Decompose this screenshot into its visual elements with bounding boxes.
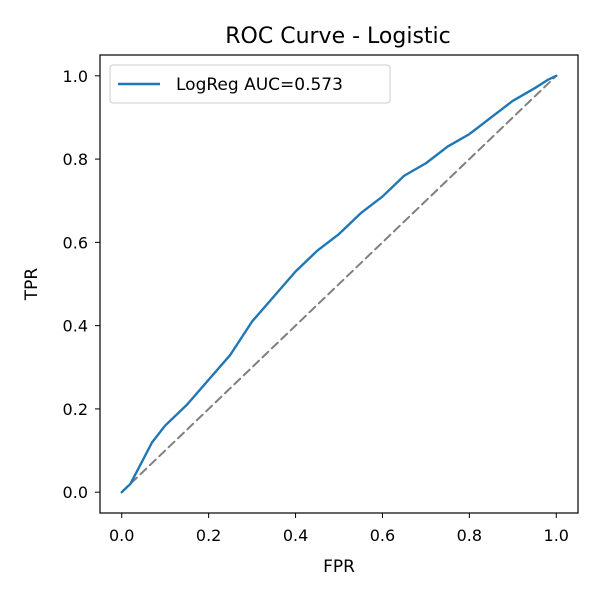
y-tick-label: 0.4 <box>63 317 88 336</box>
legend: LogReg AUC=0.573 <box>109 64 391 104</box>
y-tick-label: 0.6 <box>63 233 88 252</box>
y-tick-label: 0.2 <box>63 400 88 419</box>
chart-title: ROC Curve - Logistic <box>225 24 451 49</box>
x-tick-label: 0.8 <box>457 526 482 545</box>
y-ticks: 0.0 0.2 0.4 0.6 0.8 1.0 <box>63 67 100 502</box>
roc-curve-line <box>120 74 558 494</box>
x-axis-label: FPR <box>323 557 355 577</box>
x-tick-label: 0.6 <box>370 526 395 545</box>
legend-label: LogReg AUC=0.573 <box>176 75 343 95</box>
x-ticks: 0.0 0.2 0.4 0.6 0.8 1.0 <box>109 513 569 545</box>
x-tick-label: 0.0 <box>109 526 134 545</box>
chance-diagonal-line <box>120 74 558 494</box>
legend-box <box>109 64 391 104</box>
x-tick-label: 0.4 <box>283 526 308 545</box>
x-tick-label: 1.0 <box>544 526 569 545</box>
y-tick-label: 1.0 <box>63 67 88 86</box>
series-layer <box>120 74 558 494</box>
plot-frame <box>99 54 579 514</box>
y-tick-label: 0.8 <box>63 150 88 169</box>
y-tick-label: 0.0 <box>63 483 88 502</box>
y-axis-label: TPR <box>22 268 42 302</box>
x-tick-label: 0.2 <box>196 526 221 545</box>
